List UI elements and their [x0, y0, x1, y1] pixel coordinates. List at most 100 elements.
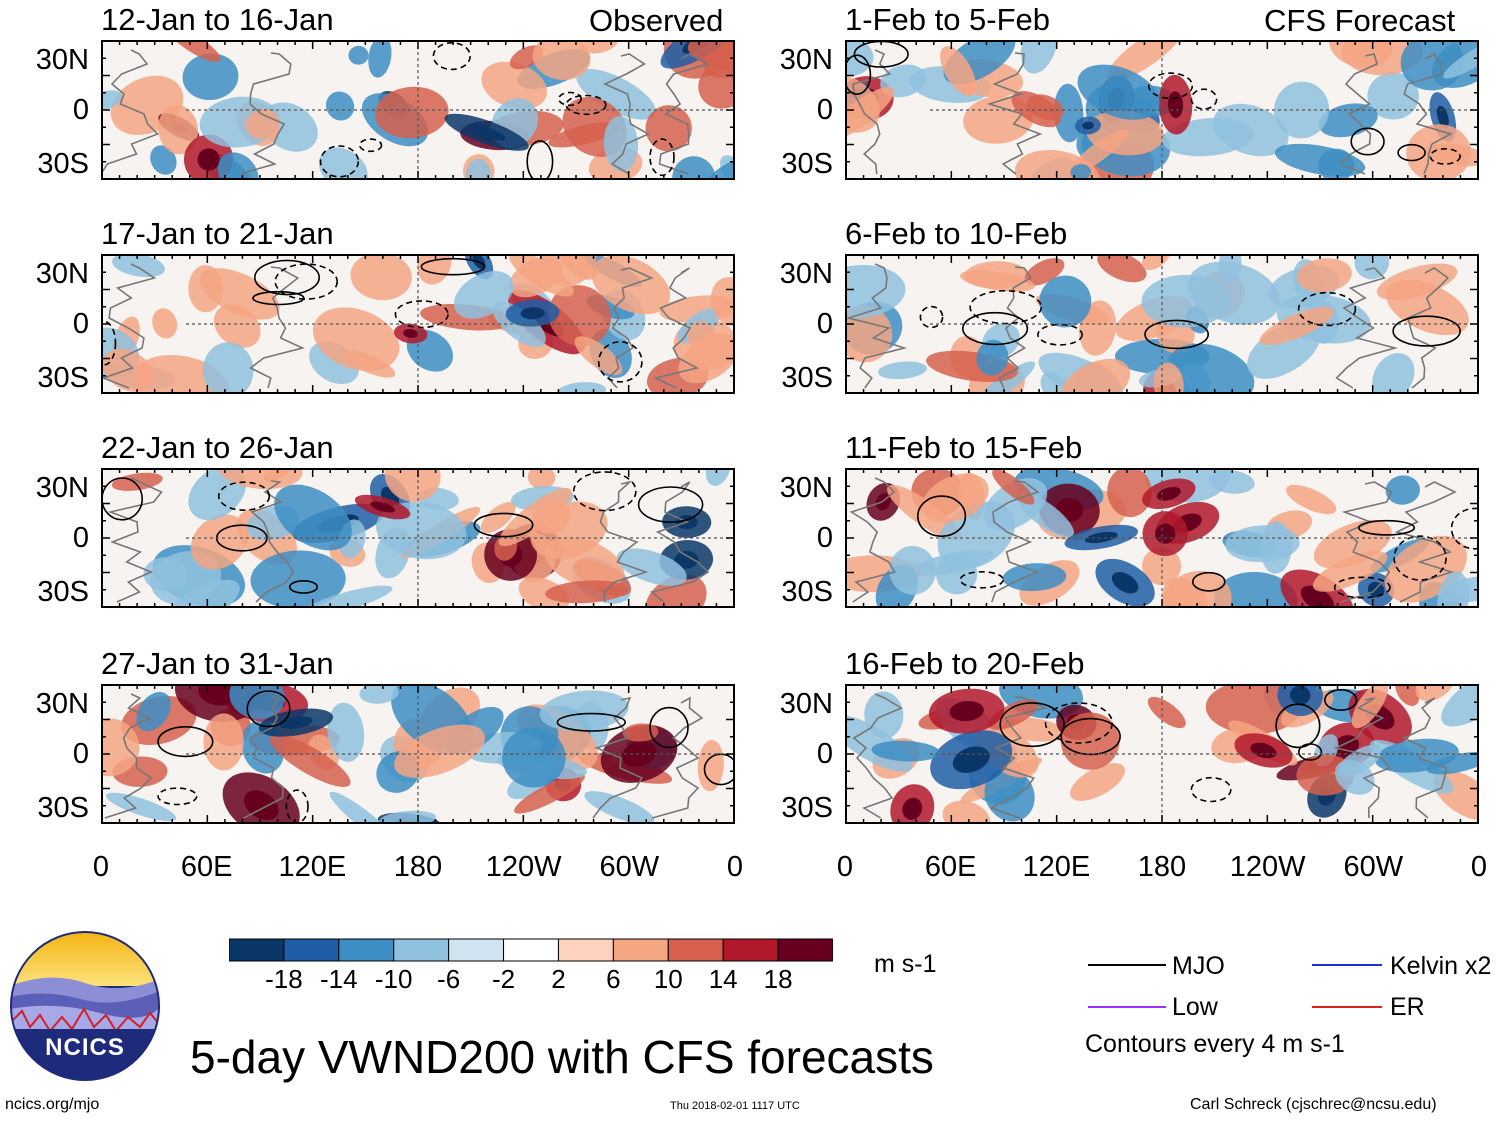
- lon-tick-label: 120W: [485, 851, 562, 883]
- coastline: [1401, 697, 1448, 819]
- anomaly-blob: [697, 739, 724, 792]
- panel-title: 6-Feb to 10-Feb: [845, 216, 1068, 251]
- anomaly-blob: [1296, 258, 1352, 293]
- anomaly-blob: [1406, 124, 1471, 180]
- coastline: [101, 49, 160, 175]
- anomaly-blob: [250, 550, 346, 608]
- anomaly-blob: [274, 484, 352, 551]
- coastline: [658, 53, 711, 175]
- panel-title: 22-Jan to 26-Jan: [101, 430, 334, 465]
- coastline: [653, 267, 700, 389]
- coastline: [104, 693, 153, 819]
- anomaly-blob: [136, 691, 171, 732]
- legend-low: Low: [1172, 993, 1218, 1021]
- panel-title: 12-Jan to 16-Jan: [101, 2, 334, 37]
- mjo-contour: [274, 263, 338, 300]
- mjo-contour: [1333, 576, 1391, 599]
- colorbar-cell: [503, 938, 559, 962]
- coastline: [250, 480, 295, 603]
- anomaly-blob: [1208, 470, 1255, 494]
- mjo-contour: [473, 512, 534, 538]
- mjo-contour: [999, 702, 1065, 748]
- mjo-contour: [254, 259, 321, 296]
- lon-tick-label: 180: [1137, 851, 1187, 883]
- map-panel: [845, 684, 1479, 824]
- legend-kelvin: Kelvin x2: [1390, 952, 1492, 980]
- mjo-contour: [1190, 776, 1232, 803]
- anomaly-blob: [502, 727, 566, 788]
- anomaly-blob: [1107, 468, 1152, 518]
- anomaly-blob: [584, 791, 655, 824]
- anomaly-blob: [1351, 684, 1389, 729]
- anomaly-blob: [498, 487, 572, 547]
- colorbar-tick-label: 18: [763, 964, 793, 994]
- colorbar-tick-label: 14: [708, 964, 738, 994]
- coastline: [1407, 267, 1450, 389]
- anomaly-blob: [1070, 163, 1091, 180]
- anomaly-blob: [845, 86, 895, 142]
- anomaly-blob: [557, 382, 606, 394]
- legend-er: ER: [1390, 993, 1425, 1021]
- anomaly-blob: [182, 53, 239, 101]
- anomaly-blob: [645, 105, 692, 152]
- lat-tick-label: 0: [816, 738, 833, 770]
- anomaly-blob: [509, 254, 574, 297]
- map-panel: [101, 468, 735, 608]
- anomaly-blob: [318, 147, 368, 180]
- anomaly-blob: [480, 502, 516, 533]
- coastline: [249, 266, 305, 389]
- coastline: [603, 53, 651, 175]
- map-panel: [845, 468, 1479, 608]
- anomaly-blob: [327, 702, 365, 762]
- panel-title: 16-Feb to 20-Feb: [845, 646, 1085, 681]
- anomaly-blob: [1024, 258, 1065, 286]
- lon-tick-label: 120W: [1229, 851, 1306, 883]
- anomaly-blob: [1141, 254, 1171, 270]
- coastline: [607, 267, 654, 389]
- lat-tick-label: 0: [816, 522, 833, 554]
- mjo-contour: [1357, 519, 1416, 536]
- colorbar-tick-label: 2: [551, 964, 566, 994]
- footer-url[interactable]: ncics.org/mjo: [5, 1096, 100, 1113]
- coastline: [989, 696, 1048, 819]
- mjo-contour: [252, 290, 305, 306]
- anomaly-blob: [202, 342, 254, 394]
- mjo-contour: [1147, 72, 1194, 100]
- mjo-contour: [358, 138, 383, 153]
- anomaly-blob: [576, 68, 656, 120]
- panel-title: 1-Feb to 5-Feb: [845, 2, 1051, 37]
- lat-tick-label: 30N: [35, 258, 89, 290]
- anomaly-blob: [984, 767, 1035, 822]
- anomaly-blob: [190, 514, 249, 570]
- anomaly-blob: [545, 580, 628, 604]
- anomaly-blob: [1002, 563, 1067, 592]
- coastline: [592, 696, 644, 819]
- anomaly-blob: [1443, 40, 1479, 79]
- anomaly-blob: [1260, 521, 1292, 574]
- mjo-contour: [1060, 717, 1121, 756]
- anomaly-blob: [1147, 696, 1186, 729]
- panel-title: 17-Jan to 21-Jan: [101, 216, 334, 251]
- coastline: [651, 696, 704, 819]
- colorbar: [229, 938, 833, 962]
- coastline: [986, 52, 1043, 175]
- anomaly-blob: [203, 713, 244, 771]
- mjo-contour: [565, 94, 607, 116]
- anomaly-blob: [112, 254, 165, 278]
- colorbar-tick-label: -2: [491, 964, 516, 994]
- mjo-contour: [1392, 315, 1461, 347]
- lat-tick-label: 30S: [37, 576, 89, 608]
- anomaly-blob: [942, 800, 990, 824]
- anomaly-blob: [644, 574, 707, 608]
- map-panel: [101, 254, 735, 394]
- lat-tick-label: 0: [72, 522, 89, 554]
- anomaly-blob: [687, 321, 716, 350]
- mjo-contour: [1190, 88, 1218, 110]
- anomaly-blob: [871, 740, 940, 762]
- coastline: [599, 480, 649, 603]
- main-title: 5-day VWND200 with CFS forecasts: [190, 1031, 934, 1083]
- coastline: [101, 263, 157, 389]
- anomaly-blob: [343, 350, 396, 378]
- mjo-contour: [1450, 507, 1479, 550]
- anomaly-blob: [1354, 254, 1390, 280]
